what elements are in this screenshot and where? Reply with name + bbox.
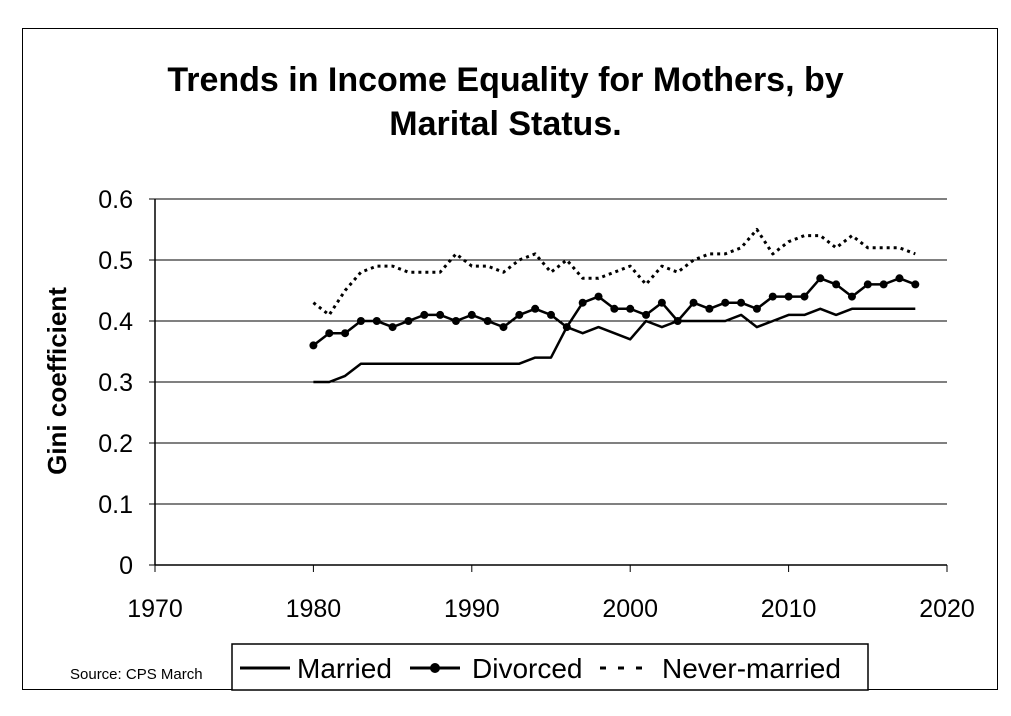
series-line-married [313, 307, 916, 384]
data-point-divorced [784, 292, 793, 301]
series-line-never-married [312, 228, 916, 317]
legend-label-never-married: Never-married [662, 653, 841, 684]
data-point-divorced [673, 317, 682, 325]
data-point-divorced [816, 274, 825, 283]
data-point-divorced [467, 310, 476, 319]
x-tick-labels: 1970 1980 1990 2000 2010 2020 [127, 595, 975, 623]
y-tick-label: 0.2 [98, 430, 133, 458]
data-point-divorced [705, 304, 714, 313]
data-point-divorced [721, 298, 730, 307]
y-tick-label: 0 [119, 552, 133, 580]
data-point-divorced [752, 304, 761, 313]
data-point-divorced [325, 329, 334, 338]
data-point-divorced [847, 292, 856, 301]
data-point-divorced [420, 310, 429, 319]
chart-frame [22, 28, 998, 690]
data-point-divorced [911, 280, 920, 289]
x-tick-label: 1990 [444, 595, 500, 623]
x-tick-label: 2010 [761, 595, 817, 623]
x-tick-label: 2020 [919, 595, 975, 623]
data-point-divorced [531, 304, 540, 313]
x-tick-label: 1980 [286, 595, 342, 623]
data-point-divorced [657, 298, 666, 307]
data-point-divorced [404, 317, 413, 325]
x-tick-label: 1970 [127, 595, 183, 623]
y-tick-label: 0.3 [98, 369, 133, 397]
data-point-divorced [356, 317, 365, 325]
data-point-divorced [800, 292, 809, 301]
legend-marker [430, 663, 440, 673]
source-note: Source: CPS March [70, 666, 203, 683]
data-point-divorced [372, 317, 381, 325]
y-tick-label: 0.5 [98, 247, 133, 275]
data-point-divorced [515, 310, 524, 319]
legend-box [231, 643, 869, 691]
y-tick-label: 0.1 [98, 491, 133, 519]
x-tick-label: 2000 [602, 595, 658, 623]
legend: Married Divorced Never-married [231, 643, 869, 691]
y-tick-labels: 0 0.1 0.2 0.3 0.4 0.5 0.6 [98, 186, 133, 580]
legend-label-married: Married [297, 653, 392, 684]
data-point-divorced [610, 304, 619, 313]
data-point-divorced [309, 341, 318, 350]
data-point-divorced [879, 280, 888, 289]
grid-lines [155, 198, 947, 505]
data-point-divorced [547, 310, 555, 319]
data-point-divorced [895, 274, 904, 283]
data-point-divorced [594, 292, 603, 301]
y-tick-label: 0.4 [98, 308, 133, 336]
data-point-divorced [737, 298, 746, 307]
legend-label-divorced: Divorced [472, 653, 582, 684]
y-tick-label: 0.6 [98, 186, 133, 214]
data-point-divorced [832, 280, 841, 289]
data-point-divorced [451, 317, 460, 325]
data-point-divorced [578, 298, 587, 307]
data-point-divorced [483, 317, 492, 325]
data-point-divorced [562, 323, 571, 332]
data-point-divorced [341, 329, 350, 338]
series-layer [309, 228, 920, 384]
data-point-divorced [642, 310, 651, 319]
data-point-divorced [626, 304, 635, 313]
data-point-divorced [863, 280, 872, 289]
data-point-divorced [768, 292, 777, 301]
data-point-divorced [388, 323, 397, 332]
data-point-divorced [436, 310, 445, 319]
axes [149, 198, 948, 572]
data-point-divorced [499, 323, 508, 332]
data-point-divorced [689, 298, 698, 307]
chart-title: Trends in Income Equality for Mothers, b… [167, 61, 844, 143]
y-axis-label: Gini coefficient [42, 287, 72, 475]
